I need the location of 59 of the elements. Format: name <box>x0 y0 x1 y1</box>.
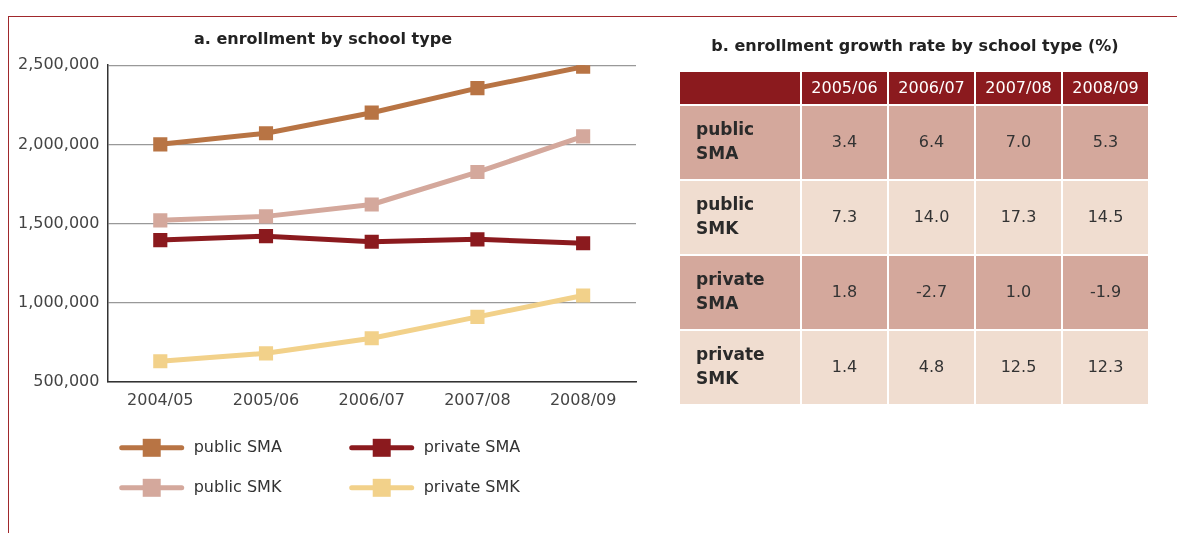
data-label: 6.4 <box>918 131 945 151</box>
point <box>470 81 485 96</box>
y-tick-label: private SMK <box>696 343 765 388</box>
y-tick-label: 1,500,000 <box>17 212 100 232</box>
legend-label: private SMA <box>423 436 521 456</box>
data-label: 1.0 <box>1005 281 1032 301</box>
data-label: 12.3 <box>1087 356 1124 376</box>
point <box>470 309 485 324</box>
point <box>258 346 274 361</box>
point <box>258 126 274 141</box>
data-label: -2.7 <box>915 281 948 301</box>
point <box>576 129 591 144</box>
point <box>258 229 274 244</box>
data-label: 7.0 <box>1005 131 1032 151</box>
legend-label: public SMA <box>193 436 282 456</box>
point <box>470 164 485 180</box>
x-tick-label: 2006/07 <box>338 389 405 409</box>
y-tick-label: 2,500,000 <box>17 54 100 74</box>
point <box>364 234 379 249</box>
point <box>153 137 168 152</box>
data-label: 7.3 <box>831 206 858 226</box>
data-label: 4.8 <box>918 356 945 376</box>
legend-label: public SMK <box>193 476 282 496</box>
y-tick-label: private SMA <box>696 268 765 313</box>
chart-title: a. enrollment by school type <box>194 28 453 48</box>
x-tick-label: 2006/07 <box>898 78 965 98</box>
chart-title: b. enrollment growth rate by school type (%) <box>711 36 1119 56</box>
point <box>258 209 274 224</box>
point <box>364 331 379 346</box>
point <box>153 233 168 248</box>
point <box>470 232 485 247</box>
x-tick-label: 2007/08 <box>985 78 1052 98</box>
data-label: 5.3 <box>1092 131 1119 151</box>
data-label: 12.5 <box>1000 356 1037 376</box>
data-label: 3.4 <box>831 131 858 151</box>
data-label: -1.9 <box>1089 281 1122 301</box>
point <box>576 288 591 303</box>
data-label: 14.5 <box>1087 206 1124 226</box>
y-tick-label: 500,000 <box>33 370 100 390</box>
x-tick-label: 2008/09 <box>549 389 617 409</box>
legend-label: private SMK <box>423 476 521 496</box>
x-tick-label: 2005/06 <box>232 389 300 409</box>
x-tick-label: 2005/06 <box>811 78 878 98</box>
data-label: 1.8 <box>831 281 858 301</box>
data-label: 1.4 <box>831 356 858 376</box>
point <box>364 105 379 120</box>
y-tick-label: 2,000,000 <box>17 133 100 153</box>
y-tick-label: public SMK <box>696 193 755 238</box>
y-tick-label: 1,000,000 <box>17 291 100 311</box>
point <box>153 354 168 369</box>
data-label: 14.0 <box>913 206 950 226</box>
x-tick-label: 2008/09 <box>1072 78 1139 98</box>
point <box>153 213 168 228</box>
point <box>576 236 591 251</box>
y-tick-label: public SMA <box>696 118 755 163</box>
x-tick-label: 2007/08 <box>444 389 511 409</box>
data-label: 17.3 <box>1000 206 1037 226</box>
point <box>364 197 379 212</box>
x-tick-label: 2004/05 <box>127 389 194 409</box>
